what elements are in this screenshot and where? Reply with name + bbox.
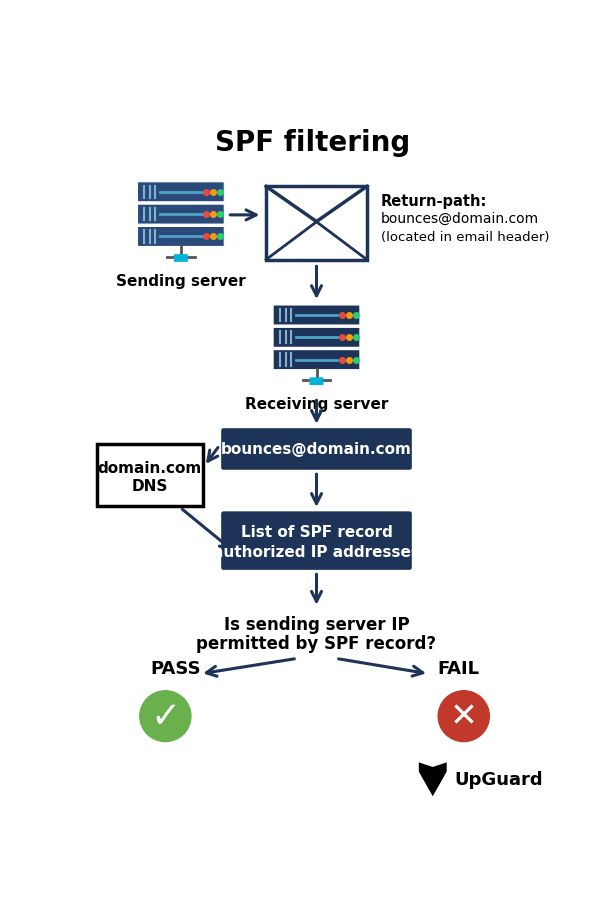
FancyBboxPatch shape [221,512,412,570]
FancyBboxPatch shape [273,328,360,348]
Circle shape [438,691,489,742]
Text: ✓: ✓ [150,699,181,733]
FancyBboxPatch shape [273,306,360,325]
Text: List of SPF record: List of SPF record [240,524,392,539]
Text: Return-path:: Return-path: [381,193,487,209]
FancyBboxPatch shape [137,183,224,202]
Text: Receiving server: Receiving server [245,396,388,412]
Text: Sending server: Sending server [116,273,246,289]
Text: bounces@domain.com: bounces@domain.com [381,211,539,226]
FancyBboxPatch shape [273,350,360,370]
Text: FAIL: FAIL [437,659,479,677]
Circle shape [140,691,191,742]
FancyBboxPatch shape [174,255,188,263]
Text: ✕: ✕ [450,700,478,732]
Text: (located in email header): (located in email header) [381,231,550,244]
FancyBboxPatch shape [97,444,203,506]
Text: SPF filtering: SPF filtering [215,129,411,156]
FancyBboxPatch shape [137,227,224,247]
Text: PASS: PASS [150,659,201,677]
FancyBboxPatch shape [309,378,323,386]
Text: bounces@domain.com: bounces@domain.com [221,442,412,457]
Text: permitted by SPF record?: permitted by SPF record? [196,634,437,652]
Text: Is sending server IP: Is sending server IP [224,616,409,633]
FancyBboxPatch shape [266,187,367,260]
Text: DNS: DNS [132,479,168,494]
FancyBboxPatch shape [221,428,412,471]
Text: domain.com: domain.com [98,460,202,475]
Polygon shape [419,763,447,797]
FancyBboxPatch shape [137,205,224,225]
Text: authorized IP addresses: authorized IP addresses [213,544,420,560]
Text: UpGuard: UpGuard [454,770,543,789]
